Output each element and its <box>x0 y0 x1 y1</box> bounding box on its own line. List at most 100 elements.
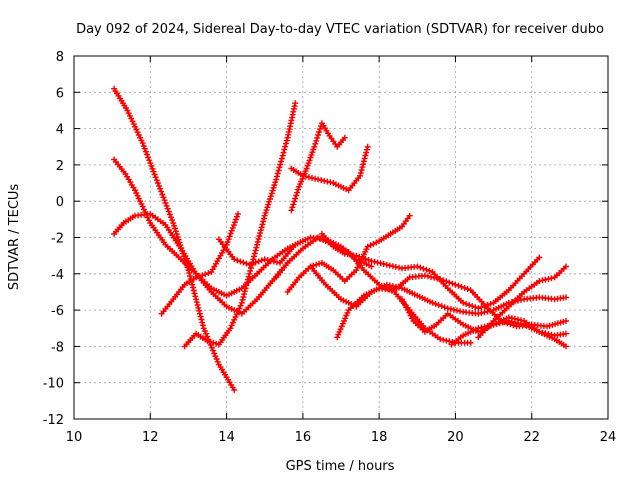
data-point <box>548 275 555 282</box>
data-point <box>174 233 181 240</box>
data-point <box>271 182 278 188</box>
data-point <box>243 282 250 289</box>
data-point <box>244 276 251 283</box>
data-point <box>252 259 259 266</box>
data-point <box>317 126 323 133</box>
y-axis: -12 -10 -8 -6 -4 -2 0 2 4 6 8 <box>43 50 608 428</box>
data-point <box>262 209 269 216</box>
data-point <box>210 347 217 354</box>
data-point <box>281 146 288 153</box>
grid <box>74 56 608 419</box>
data-point <box>274 173 280 180</box>
data-point <box>273 176 280 183</box>
data-point <box>496 320 503 327</box>
data-point <box>246 261 253 268</box>
y-tick-label: 2 <box>56 159 64 174</box>
y-axis-label: SDTVAR / TECUs <box>7 184 22 291</box>
data-point <box>225 236 232 243</box>
data-point <box>316 129 323 135</box>
data-point <box>224 239 231 245</box>
x-tick-label: 14 <box>218 430 235 445</box>
data-point <box>269 187 276 194</box>
data-point <box>511 319 518 326</box>
y-tick-label: -6 <box>51 304 64 319</box>
data-point <box>140 143 147 149</box>
data-point <box>205 270 212 277</box>
data-traces <box>111 85 569 393</box>
data-point <box>423 266 430 273</box>
data-point <box>283 140 289 147</box>
data-point <box>241 291 248 298</box>
data-point <box>148 162 155 169</box>
data-point <box>450 306 457 313</box>
data-point <box>552 321 559 328</box>
data-point <box>169 217 176 224</box>
y-tick-label: 8 <box>56 50 64 65</box>
data-point <box>311 143 318 150</box>
y-tick-label: 0 <box>56 195 64 210</box>
data-point <box>263 207 270 214</box>
data-point <box>563 343 569 350</box>
data-point <box>383 261 390 268</box>
y-tick-label: 6 <box>56 86 64 101</box>
data-point <box>212 353 219 360</box>
data-point <box>458 283 465 290</box>
data-point <box>232 314 239 320</box>
y-tick-label: -12 <box>43 413 64 428</box>
data-point <box>306 174 312 181</box>
data-point <box>305 160 312 167</box>
data-point <box>152 174 159 181</box>
data-point <box>204 338 211 344</box>
data-point <box>270 184 277 191</box>
data-point <box>165 208 172 215</box>
data-point <box>282 143 289 150</box>
data-point <box>234 257 241 264</box>
data-point <box>213 340 220 347</box>
data-point <box>315 176 322 183</box>
data-point <box>227 230 234 237</box>
x-tick-label: 12 <box>142 430 159 445</box>
data-point <box>202 271 209 278</box>
data-point <box>192 293 199 300</box>
data-point <box>214 358 221 365</box>
y-tick-label: -8 <box>51 340 64 355</box>
data-point <box>563 330 569 337</box>
data-point <box>208 344 215 351</box>
data-point <box>464 286 471 292</box>
data-point <box>166 211 173 218</box>
data-point <box>291 198 298 205</box>
data-point <box>475 305 482 312</box>
data-point <box>196 310 203 317</box>
data-point <box>145 154 152 161</box>
data-point <box>240 259 247 266</box>
data-point <box>253 244 260 251</box>
data-point <box>361 155 368 162</box>
data-point <box>420 265 427 272</box>
data-point <box>259 221 266 228</box>
data-point <box>467 339 474 346</box>
data-point <box>337 326 344 333</box>
data-point <box>191 290 198 297</box>
data-point <box>193 274 200 281</box>
data-point <box>238 299 245 306</box>
data-point <box>258 257 265 264</box>
series-trace-1 <box>111 85 238 393</box>
x-tick-label: 22 <box>523 430 540 445</box>
series-trace-3 <box>111 210 291 317</box>
data-point <box>159 191 166 198</box>
data-point <box>365 257 372 263</box>
data-point <box>160 194 167 201</box>
data-point <box>363 146 370 153</box>
data-point <box>313 261 320 268</box>
data-point <box>414 263 421 270</box>
data-point <box>231 387 238 393</box>
data-point <box>229 224 236 231</box>
data-point <box>235 210 241 217</box>
data-point <box>146 157 153 164</box>
data-point <box>211 350 218 357</box>
data-point <box>266 198 273 205</box>
data-point <box>313 137 320 144</box>
data-point <box>353 252 360 259</box>
data-point <box>210 339 217 346</box>
data-point <box>153 177 160 184</box>
